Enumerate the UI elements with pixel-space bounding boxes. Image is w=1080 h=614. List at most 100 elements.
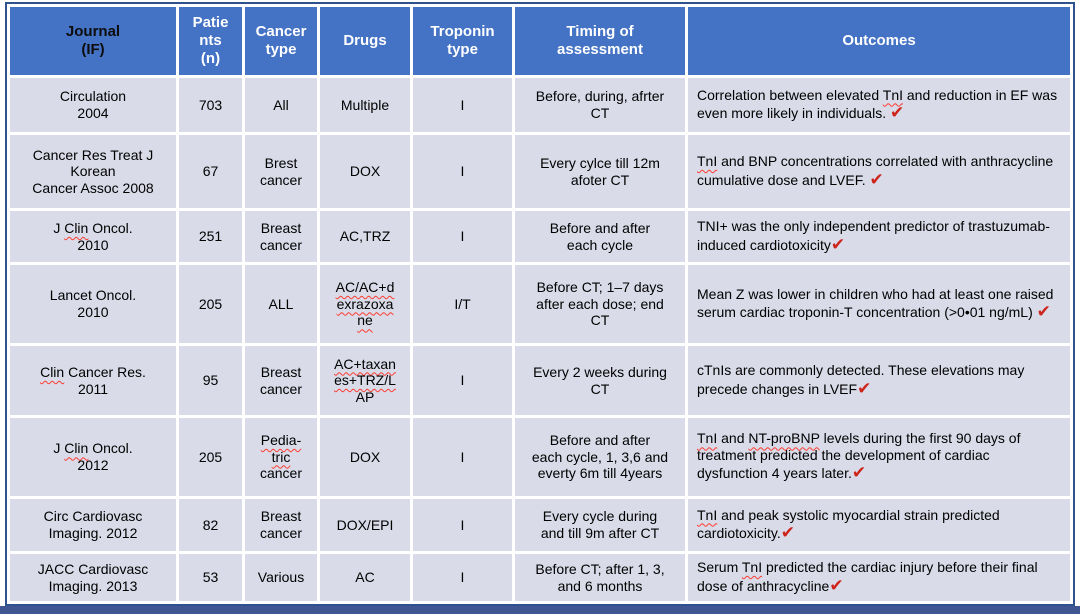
text-segment: and [717,430,749,447]
spellcheck-underlined-word: TnI [697,153,718,170]
table-row: JACC Cardiovasc Imaging. 2013 53 Various AC… [10,554,1070,601]
cell-cancer: Various [245,554,317,601]
spellcheck-underlined-word: TnI [741,559,763,576]
cell-troponin: I [413,78,512,132]
text-segment: Correlation between elevated [697,86,883,103]
cell-troponin: I [413,346,512,415]
cell-drugs: AC,TRZ [320,211,410,262]
cell-drugs: AC/AC+d exrazoxa ne [320,265,410,343]
text-segment: and reduction in EF was even more likely… [697,86,1058,122]
text-segment: Oncol. 2010 [77,219,133,253]
cell-drugs: Multiple [320,78,410,132]
cell-patients: 82 [179,499,242,551]
cell-journal: J Clin Oncol. 2012 [10,418,176,496]
column-header-journal: Journal (IF) [10,7,176,75]
cell-cancer: Brest cancer [245,135,317,208]
cell-cancer: Breast cancer [245,346,317,415]
text-segment: cancer [259,465,303,482]
cell-patients: 251 [179,211,242,262]
cell-outcomes: Serum TnI predicted the cardiac injury b… [688,554,1070,601]
bottom-accent-bar [0,606,1080,614]
cell-timing: Before CT; after 1, 3, and 6 months [515,554,685,601]
spellcheck-underlined-word: Pedia- tric [260,432,302,465]
text-segment: predicted the cardiac injury before thei… [697,559,1038,594]
text-segment: AP [355,388,375,405]
column-header-troponin: Troponin type [413,7,512,75]
cell-outcomes: TNI+ was the only independent predictor … [688,211,1070,262]
cell-journal: Cancer Res Treat J Korean Cancer Assoc 2… [10,135,176,208]
cell-troponin: I [413,211,512,262]
header-row: Journal (IF) Patie nts (n) Cancer type Drug… [10,7,1070,75]
table-row: J Clin Oncol. 2012 205 Pedia- tric cancer D… [10,418,1070,496]
cell-timing: Before CT; 1–7 days after each dose; end… [515,265,685,343]
cell-journal: Clin Cancer Res. 2011 [10,346,176,415]
cell-timing: Before and after each cycle [515,211,685,262]
cell-timing: Before, during, afrter CT [515,78,685,132]
check-icon: ✔ [780,523,796,543]
cell-drugs: DOX/EPI [320,499,410,551]
spellcheck-underlined-word: TnI [697,506,718,523]
check-icon: ✔ [889,103,905,123]
check-icon: ✔ [830,234,846,254]
column-header-outcomes: Outcomes [688,7,1070,75]
column-header-patients: Patie nts (n) [179,7,242,75]
spellcheck-underlined-word: AC+taxan es+TRZ/L [334,355,396,389]
cell-outcomes: Mean Z was lower in children who had at … [688,265,1070,343]
table-row: Lancet Oncol. 2010 205 ALL AC/AC+d exrazoxa… [10,265,1070,343]
text-segment: Cancer Res. 2011 [68,363,146,397]
text-segment: Mean Z was lower in children who had at … [697,285,1054,321]
cell-troponin: I [413,499,512,551]
cell-troponin: I [413,418,512,496]
cell-timing: Every cylce till 12m afoter CT [515,135,685,208]
cell-drugs: DOX [320,418,410,496]
cell-cancer: ALL [245,265,317,343]
text-segment: and peak systolic myocardial strain pred… [697,506,1000,542]
cell-timing: Every 2 weeks during CT [515,346,685,415]
cell-outcomes: cTnIs are commonly detected. These eleva… [688,346,1070,415]
cell-outcomes: TnI and peak systolic myocardial strain … [688,499,1070,551]
check-icon: ✔ [1036,302,1051,322]
cell-outcomes: TnI and BNP concentrations correlated wi… [688,135,1070,208]
cell-journal: Lancet Oncol. 2010 [10,265,176,343]
text-segment: levels during the first 90 days of treat… [697,430,1021,482]
cell-drugs: AC+taxan es+TRZ/L AP [320,346,410,415]
check-icon: ✔ [851,463,867,483]
column-header-timing: Timing of assessment [515,7,685,75]
cell-outcomes: TnI and NT-proBNP levels during the firs… [688,418,1070,496]
cell-drugs: AC [320,554,410,601]
table-row: Clin Cancer Res. 2011 95 Breast cancer AC+t… [10,346,1070,415]
cell-drugs: DOX [320,135,410,208]
cell-cancer: All [245,78,317,132]
text-segment: Oncol. 2012 [77,440,133,473]
cell-journal: Circ Cardiovasc Imaging. 2012 [10,499,176,551]
cell-timing: Every cycle during and till 9m after CT [515,499,685,551]
cell-cancer: Breast cancer [245,211,317,262]
table-row: Circ Cardiovasc Imaging. 2012 82 Breast ca… [10,499,1070,551]
cell-patients: 67 [179,135,242,208]
study-table: Journal (IF) Patie nts (n) Cancer type Drug… [5,2,1075,606]
cell-troponin: I [413,135,512,208]
table-body: Circulation 2004 703 All Multiple I Before, d… [10,78,1070,601]
text-segment: J [53,440,65,457]
cell-patients: 205 [179,265,242,343]
check-icon: ✔ [829,575,844,595]
text-segment: TNI+ was the only independent predictor … [697,218,1050,253]
cell-cancer: Breast cancer [245,499,317,551]
spellcheck-underlined-word: Clin [40,363,65,380]
spellcheck-underlined-word: Clin [64,219,89,236]
text-segment: and BNP concentrations correlated with a… [697,153,1054,188]
spellcheck-underlined-word: NT-proBNP [748,430,820,447]
cell-troponin: I/T [413,265,512,343]
text-segment: cTnIs are commonly detected. These eleva… [697,362,1025,397]
spellcheck-underlined-word: TnI [882,86,903,103]
table-row: J Clin Oncol. 2010 251 Breast cancer AC,TRZ… [10,211,1070,262]
text-segment: Serum [697,559,742,576]
table-row: Cancer Res Treat J Korean Cancer Assoc 2… [10,135,1070,208]
cell-journal: Circulation 2004 [10,78,176,132]
cell-outcomes: Correlation between elevated TnI and red… [688,78,1070,132]
spellcheck-underlined-word: AC/AC+d exrazoxa ne [335,279,395,329]
cell-journal: JACC Cardiovasc Imaging. 2013 [10,554,176,601]
spellcheck-underlined-word: Clin [64,440,89,457]
cell-patients: 703 [179,78,242,132]
